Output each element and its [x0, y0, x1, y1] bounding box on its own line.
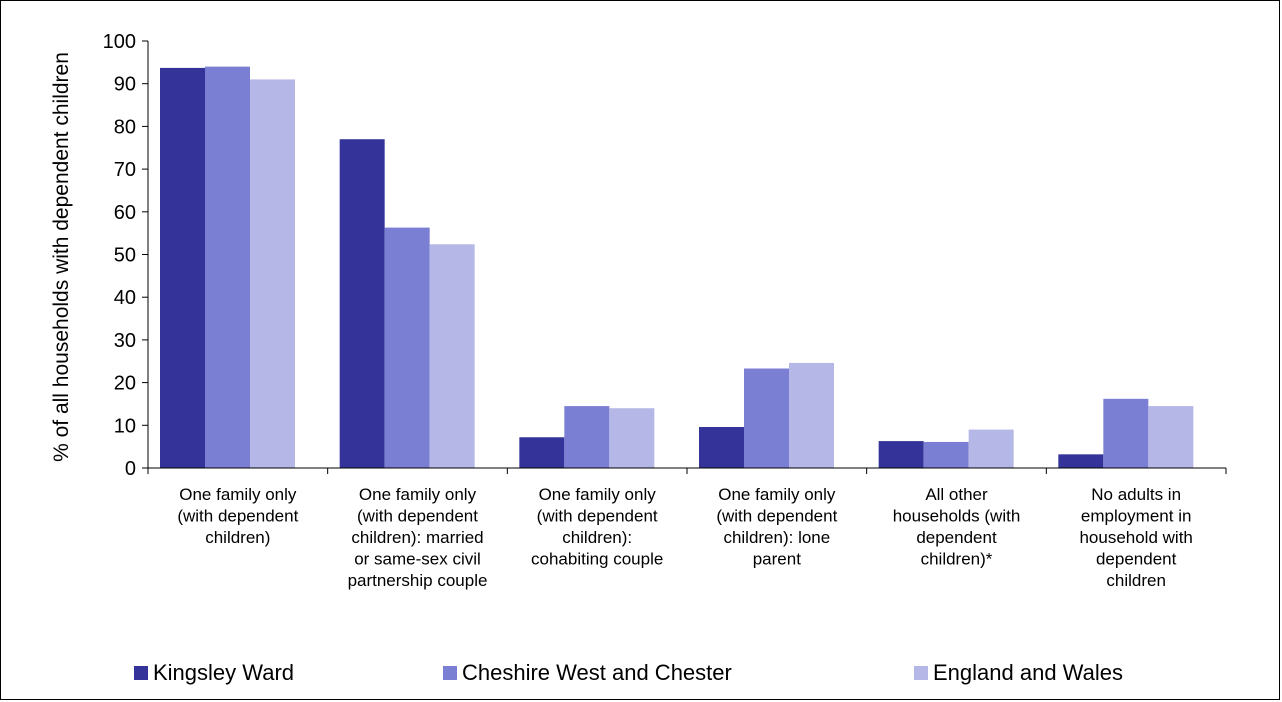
bar-3-1: [250, 79, 295, 469]
x-category-label: All other households (with dependent childr…: [893, 485, 1021, 569]
bar-3-4: [789, 362, 834, 468]
legend-swatch-2: [443, 666, 457, 680]
y-tick-label: 100: [103, 31, 136, 53]
y-tick-label: 80: [114, 116, 136, 138]
y-tick-label: 10: [114, 415, 136, 437]
bar-2-1: [205, 66, 250, 469]
y-tick-label: 40: [114, 287, 136, 309]
bar-2-3: [564, 406, 610, 468]
bar-1-5: [878, 441, 924, 468]
bar-1-3: [519, 437, 565, 468]
bar-2-5: [923, 441, 969, 468]
y-tick-label: 50: [114, 245, 136, 267]
legend-swatch-3: [914, 666, 928, 680]
bar-2-2: [384, 227, 430, 468]
legend-swatch-1: [134, 666, 148, 680]
bar-1-2: [339, 139, 385, 468]
x-category-label: No adults in employment in household with d…: [1079, 485, 1192, 590]
bar-2-6: [1103, 398, 1149, 468]
bar-1-4: [699, 427, 744, 468]
x-category-label: One family only (with dependent children): [177, 485, 298, 547]
legend-label-1: Kingsley Ward: [153, 660, 294, 685]
category-labels: One family only (with dependent children) O…: [177, 485, 1193, 590]
legend-label-2: Cheshire West and Chester: [462, 660, 732, 685]
bar-1-6: [1058, 454, 1104, 468]
bar-2-4: [744, 368, 789, 468]
y-tick-label: 30: [114, 330, 136, 352]
y-tick-label: 0: [125, 458, 136, 480]
y-tick-label: 60: [114, 202, 136, 224]
axes: 0 10 20 30 40 50 60 70 80 90 100: [103, 31, 1227, 480]
y-tick-label: 90: [114, 74, 136, 96]
bar-3-6: [1148, 406, 1194, 468]
x-category-label: One family only (with dependent children):…: [531, 485, 663, 569]
bars-layer: [160, 66, 1194, 469]
bar-3-3: [609, 408, 655, 468]
bar-3-5: [968, 429, 1014, 468]
y-axis-title: % of all households with dependent child…: [50, 52, 73, 462]
x-category-label: One family only (with dependent children):…: [348, 485, 488, 590]
bar-3-2: [429, 244, 475, 468]
legend-label-3: England and Wales: [933, 660, 1123, 685]
y-tick-label: 20: [114, 373, 136, 395]
legend: Kingsley Ward Cheshire West and Chester En…: [134, 660, 1123, 685]
bar-1-1: [160, 67, 205, 468]
y-tick-label: 70: [114, 159, 136, 181]
x-category-label: One family only (with dependent children):…: [716, 485, 837, 569]
